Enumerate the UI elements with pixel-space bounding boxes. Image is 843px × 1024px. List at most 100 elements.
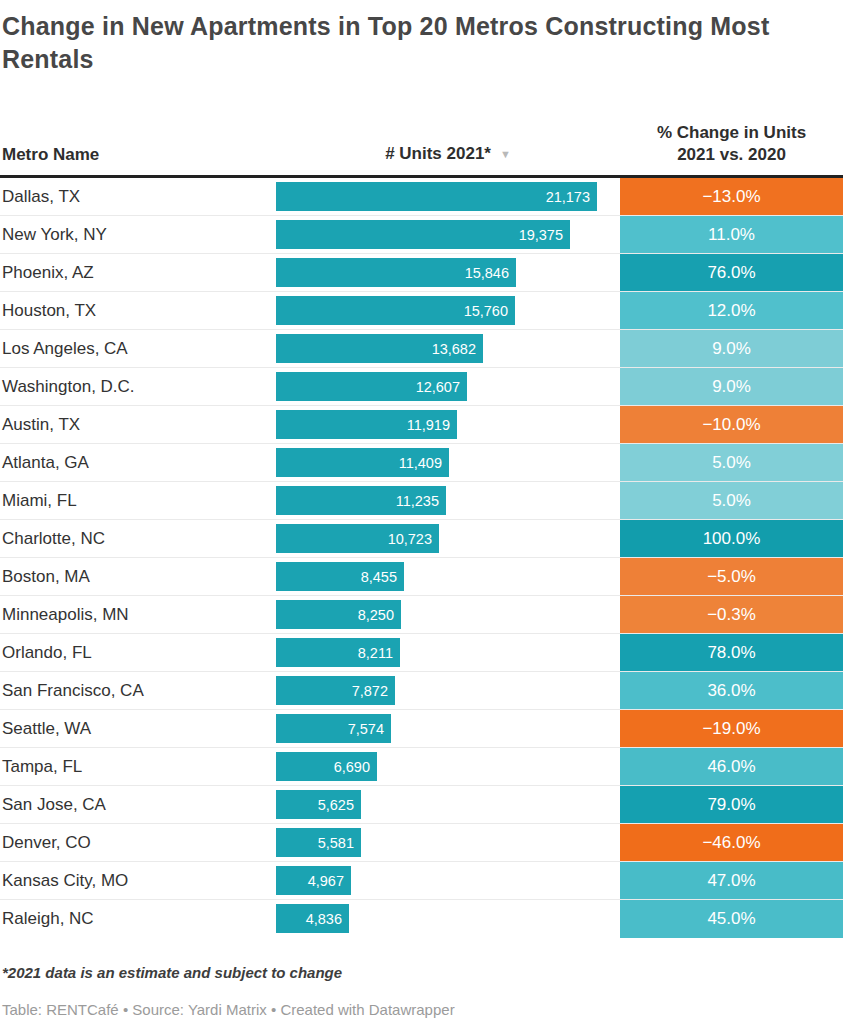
- pct-change-cell: 9.0%: [620, 330, 843, 367]
- units-bar-cell: 15,846: [276, 254, 620, 291]
- pct-change-cell: 47.0%: [620, 862, 843, 899]
- pct-change-cell: 46.0%: [620, 748, 843, 785]
- metro-name-cell: Tampa, FL: [0, 748, 276, 785]
- units-bar: 6,690: [276, 752, 377, 781]
- metro-name-cell: Dallas, TX: [0, 178, 276, 215]
- table-row: San Francisco, CA 7,872 36.0%: [0, 672, 843, 710]
- units-bar: 12,607: [276, 372, 467, 401]
- metro-name-cell: Houston, TX: [0, 292, 276, 329]
- table-row: Houston, TX 15,760 12.0%: [0, 292, 843, 330]
- units-bar-cell: 13,682: [276, 330, 620, 367]
- metro-name-cell: Atlanta, GA: [0, 444, 276, 481]
- pct-change-cell: 76.0%: [620, 254, 843, 291]
- metro-name-cell: Washington, D.C.: [0, 368, 276, 405]
- units-bar: 11,235: [276, 486, 446, 515]
- table-row: Orlando, FL 8,211 78.0%: [0, 634, 843, 672]
- units-bar-cell: 11,919: [276, 406, 620, 443]
- units-value-label: 4,836: [306, 911, 349, 927]
- metro-name-header-label: Metro Name: [2, 145, 99, 164]
- units-value-label: 11,409: [399, 455, 449, 471]
- pct-change-cell: −10.0%: [620, 406, 843, 443]
- units-bar: 8,211: [276, 638, 400, 667]
- metro-name-cell: Minneapolis, MN: [0, 596, 276, 633]
- table-row: Seattle, WA 7,574 −19.0%: [0, 710, 843, 748]
- units-value-label: 6,690: [334, 759, 377, 775]
- metro-name-cell: Denver, CO: [0, 824, 276, 861]
- table-row: Miami, FL 11,235 5.0%: [0, 482, 843, 520]
- units-value-label: 12,607: [416, 379, 467, 395]
- units-value-label: 5,581: [318, 835, 361, 851]
- column-header-metro-name[interactable]: Metro Name: [0, 144, 276, 166]
- metro-name-cell: San Jose, CA: [0, 786, 276, 823]
- pct-header-label-line1: % Change in Units: [620, 122, 843, 144]
- metro-name-cell: Phoenix, AZ: [0, 254, 276, 291]
- metro-name-cell: Orlando, FL: [0, 634, 276, 671]
- units-bar: 15,760: [276, 296, 515, 325]
- metro-name-cell: Boston, MA: [0, 558, 276, 595]
- pct-change-cell: −5.0%: [620, 558, 843, 595]
- units-bar-cell: 12,607: [276, 368, 620, 405]
- table-row: Tampa, FL 6,690 46.0%: [0, 748, 843, 786]
- pct-change-cell: 12.0%: [620, 292, 843, 329]
- units-bar: 8,250: [276, 600, 401, 629]
- units-value-label: 11,919: [407, 417, 457, 433]
- metro-name-cell: Kansas City, MO: [0, 862, 276, 899]
- metro-name-cell: Miami, FL: [0, 482, 276, 519]
- units-bar-cell: 10,723: [276, 520, 620, 557]
- pct-change-cell: 79.0%: [620, 786, 843, 823]
- units-header-label: # Units 2021*: [385, 144, 491, 163]
- column-header-units-2021[interactable]: # Units 2021* ▼: [276, 143, 620, 166]
- pct-change-cell: 5.0%: [620, 482, 843, 519]
- units-bar-cell: 15,760: [276, 292, 620, 329]
- units-bar-cell: 4,967: [276, 862, 620, 899]
- units-value-label: 21,173: [546, 189, 597, 205]
- page-title: Change in New Apartments in Top 20 Metro…: [0, 6, 843, 76]
- table-row: Dallas, TX 21,173 −13.0%: [0, 178, 843, 216]
- units-value-label: 13,682: [432, 341, 483, 357]
- table-body: Dallas, TX 21,173 −13.0% New York, NY 19…: [0, 175, 843, 938]
- pct-change-cell: 100.0%: [620, 520, 843, 557]
- table-row: Kansas City, MO 4,967 47.0%: [0, 862, 843, 900]
- pct-change-cell: −19.0%: [620, 710, 843, 747]
- sort-descending-icon[interactable]: ▼: [500, 143, 511, 165]
- table-row: Los Angeles, CA 13,682 9.0%: [0, 330, 843, 368]
- units-bar-cell: 8,455: [276, 558, 620, 595]
- units-value-label: 5,625: [318, 797, 361, 813]
- units-value-label: 7,574: [348, 721, 391, 737]
- table-row: Raleigh, NC 4,836 45.0%: [0, 900, 843, 938]
- table-row: Austin, TX 11,919 −10.0%: [0, 406, 843, 444]
- units-value-label: 7,872: [352, 683, 395, 699]
- column-header-pct-change[interactable]: % Change in Units 2021 vs. 2020: [620, 122, 843, 166]
- table-row: Phoenix, AZ 15,846 76.0%: [0, 254, 843, 292]
- units-value-label: 10,723: [388, 531, 439, 547]
- units-bar-cell: 7,872: [276, 672, 620, 709]
- table-row: Atlanta, GA 11,409 5.0%: [0, 444, 843, 482]
- pct-change-cell: 5.0%: [620, 444, 843, 481]
- units-value-label: 8,211: [358, 645, 400, 661]
- units-value-label: 15,760: [464, 303, 515, 319]
- units-value-label: 4,967: [308, 873, 351, 889]
- table-header-row: Metro Name # Units 2021* ▼ % Change in Un…: [0, 122, 843, 175]
- units-bar-cell: 11,235: [276, 482, 620, 519]
- pct-change-cell: −0.3%: [620, 596, 843, 633]
- units-bar: 19,375: [276, 220, 570, 249]
- table-row: Charlotte, NC 10,723 100.0%: [0, 520, 843, 558]
- units-bar: 11,409: [276, 448, 449, 477]
- metro-name-cell: Seattle, WA: [0, 710, 276, 747]
- units-bar-cell: 5,625: [276, 786, 620, 823]
- units-bar: 7,574: [276, 714, 391, 743]
- units-bar: 5,625: [276, 790, 361, 819]
- units-value-label: 15,846: [465, 265, 516, 281]
- metro-name-cell: San Francisco, CA: [0, 672, 276, 709]
- metro-name-cell: Charlotte, NC: [0, 520, 276, 557]
- metro-name-cell: Los Angeles, CA: [0, 330, 276, 367]
- units-value-label: 19,375: [519, 227, 570, 243]
- metro-name-cell: New York, NY: [0, 216, 276, 253]
- units-bar-cell: 5,581: [276, 824, 620, 861]
- table-row: Boston, MA 8,455 −5.0%: [0, 558, 843, 596]
- pct-change-cell: −46.0%: [620, 824, 843, 861]
- units-bar: 13,682: [276, 334, 483, 363]
- pct-change-cell: 9.0%: [620, 368, 843, 405]
- units-bar-cell: 7,574: [276, 710, 620, 747]
- units-value-label: 8,250: [358, 607, 401, 623]
